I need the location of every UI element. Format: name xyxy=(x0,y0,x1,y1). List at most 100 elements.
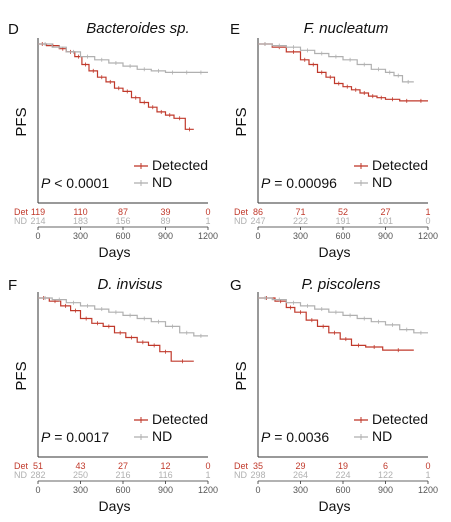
x-tick-label: 900 xyxy=(378,485,393,495)
risk-row-label-nd: ND xyxy=(14,216,27,226)
risk-count-nd: 282 xyxy=(30,470,45,480)
risk-count-nd: 1 xyxy=(205,470,210,480)
risk-count-det: 86 xyxy=(253,207,263,217)
risk-count-det: 110 xyxy=(73,207,87,217)
y-axis-label: PFS xyxy=(13,361,30,390)
risk-count-det: 51 xyxy=(33,461,43,471)
risk-count-det: 39 xyxy=(160,207,170,217)
x-tick-label: 600 xyxy=(115,231,130,241)
survival-curve-detected xyxy=(38,43,194,130)
risk-count-det: 1 xyxy=(425,207,430,217)
risk-count-det: 12 xyxy=(160,461,170,471)
risk-count-nd: 101 xyxy=(378,216,393,226)
risk-count-det: 27 xyxy=(118,461,128,471)
legend-label-detected: Detected xyxy=(152,411,208,427)
x-axis-label: Days xyxy=(319,244,351,260)
x-axis-label: Days xyxy=(99,498,131,514)
risk-count-det: 27 xyxy=(380,207,390,217)
legend-label-nd: ND xyxy=(152,174,172,190)
risk-count-nd: 116 xyxy=(158,470,172,480)
risk-count-det: 119 xyxy=(31,207,45,217)
y-axis-label: PFS xyxy=(233,361,250,390)
x-tick-label: 600 xyxy=(335,485,350,495)
x-tick-label: 300 xyxy=(73,231,88,241)
risk-count-nd: 0 xyxy=(425,216,430,226)
x-tick-label: 0 xyxy=(35,231,40,241)
legend-label-nd: ND xyxy=(372,174,392,190)
p-value-number: = 0.0036 xyxy=(270,429,329,445)
risk-count-det: 0 xyxy=(205,461,210,471)
survival-curve-nd xyxy=(258,297,428,334)
risk-count-nd: 298 xyxy=(250,470,265,480)
x-tick-label: 300 xyxy=(73,485,88,495)
p-value-symbol: P xyxy=(41,429,51,445)
risk-count-det: 0 xyxy=(425,461,430,471)
risk-count-nd: 216 xyxy=(115,470,130,480)
x-axis-label: Days xyxy=(99,244,131,260)
x-tick-label: 900 xyxy=(158,231,173,241)
survival-curve-nd xyxy=(38,297,208,337)
risk-row-label-det: Det xyxy=(234,461,249,471)
x-axis-label: Days xyxy=(319,498,351,514)
x-tick-label: 0 xyxy=(255,231,260,241)
panel-title: P. piscolens xyxy=(302,276,381,293)
p-value-number: = 0.0017 xyxy=(50,429,109,445)
p-value-symbol: P xyxy=(41,175,51,191)
risk-row-label-nd: ND xyxy=(234,470,247,480)
risk-count-nd: 214 xyxy=(30,216,45,226)
x-tick-label: 300 xyxy=(293,231,308,241)
legend-label-detected: Detected xyxy=(372,411,428,427)
risk-count-nd: 222 xyxy=(293,216,308,226)
survival-curve-detected xyxy=(38,297,194,362)
y-axis-label: PFS xyxy=(13,107,30,136)
x-tick-label: 600 xyxy=(115,485,130,495)
p-value: P < 0.0001 xyxy=(41,175,109,191)
p-value-symbol: P xyxy=(261,429,271,445)
legend-label-nd: ND xyxy=(372,428,392,444)
risk-row-label-det: Det xyxy=(234,207,249,217)
x-tick-label: 600 xyxy=(335,231,350,241)
risk-count-nd: 1 xyxy=(425,470,430,480)
risk-count-det: 19 xyxy=(338,461,348,471)
x-tick-label: 900 xyxy=(158,485,173,495)
risk-count-det: 52 xyxy=(338,207,348,217)
x-tick-label: 1200 xyxy=(198,231,218,241)
risk-count-det: 35 xyxy=(253,461,263,471)
panel-letter: G xyxy=(230,277,242,294)
panel-title: Bacteroides sp. xyxy=(86,20,189,37)
risk-row-label-det: Det xyxy=(14,461,29,471)
risk-count-det: 6 xyxy=(383,461,388,471)
p-value: P = 0.00096 xyxy=(261,175,337,191)
risk-count-det: 71 xyxy=(295,207,305,217)
x-tick-label: 1200 xyxy=(198,485,218,495)
risk-count-nd: 1 xyxy=(205,216,210,226)
survival-curve-detected xyxy=(258,297,414,351)
risk-count-nd: 156 xyxy=(115,216,130,226)
risk-count-nd: 264 xyxy=(293,470,308,480)
risk-count-nd: 247 xyxy=(250,216,265,226)
y-axis-label: PFS xyxy=(233,107,250,136)
panel-letter: F xyxy=(8,277,17,294)
survival-curve-detected xyxy=(258,43,428,102)
risk-count-nd: 89 xyxy=(160,216,170,226)
risk-count-nd: 183 xyxy=(73,216,88,226)
risk-count-nd: 224 xyxy=(335,470,350,480)
x-tick-label: 1200 xyxy=(418,231,438,241)
risk-count-nd: 250 xyxy=(73,470,88,480)
risk-count-det: 0 xyxy=(205,207,210,217)
risk-row-label-det: Det xyxy=(14,207,29,217)
p-value-symbol: P xyxy=(261,175,271,191)
x-tick-label: 1200 xyxy=(418,485,438,495)
x-tick-label: 900 xyxy=(378,231,393,241)
risk-count-nd: 122 xyxy=(378,470,393,480)
legend-label-nd: ND xyxy=(152,428,172,444)
risk-count-det: 43 xyxy=(75,461,85,471)
x-tick-label: 0 xyxy=(255,485,260,495)
panel-letter: E xyxy=(230,21,240,38)
risk-count-det: 29 xyxy=(295,461,305,471)
